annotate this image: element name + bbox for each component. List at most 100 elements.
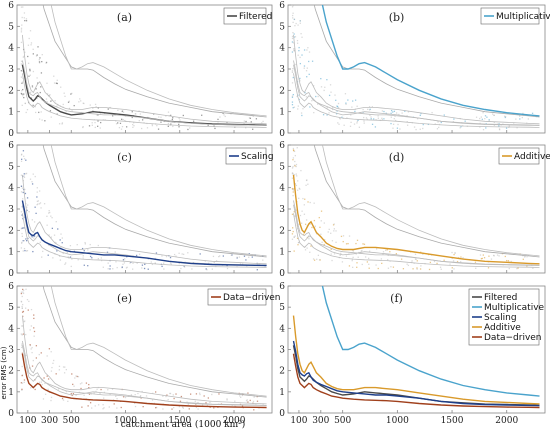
series-line-multiplicative xyxy=(321,286,540,397)
scatter-point xyxy=(21,388,23,390)
scatter-point xyxy=(21,305,23,308)
y-tick-label: 6 xyxy=(279,1,285,11)
panel-label: (a) xyxy=(117,11,132,24)
scatter-point xyxy=(245,120,247,123)
scatter-point xyxy=(292,191,294,193)
scatter-point xyxy=(393,110,396,113)
scatter-point xyxy=(50,396,53,399)
scatter-point xyxy=(155,407,157,409)
scatter-point xyxy=(238,256,241,258)
scatter-point xyxy=(28,37,30,40)
scatter-point xyxy=(35,88,37,90)
scatter-point xyxy=(354,110,356,113)
scatter-point xyxy=(323,243,325,246)
scatter-point xyxy=(256,400,259,402)
legend-label: Scaling xyxy=(241,152,274,162)
scatter-point xyxy=(39,190,41,192)
scatter-point xyxy=(21,389,23,391)
y-tick-label: 0 xyxy=(8,409,14,419)
scatter-point xyxy=(395,112,398,114)
scatter-point xyxy=(293,50,296,52)
scatter-point xyxy=(29,178,32,180)
scatter-point xyxy=(22,240,24,242)
series-line-datadriven xyxy=(293,213,540,268)
scatter-point xyxy=(61,237,63,239)
scatter-point xyxy=(297,108,299,110)
scatter-point xyxy=(155,252,158,254)
scatter-point xyxy=(39,202,42,204)
scatter-point xyxy=(451,267,453,269)
scatter-point xyxy=(141,267,143,269)
scatter-point xyxy=(132,268,134,270)
scatter-point xyxy=(301,114,303,117)
scatter-point xyxy=(20,227,23,230)
scatter-point xyxy=(53,359,55,362)
scatter-point xyxy=(24,102,26,104)
scatter-point xyxy=(38,111,40,114)
scatter-point xyxy=(390,266,392,268)
y-tick-label: 3 xyxy=(8,205,14,215)
scatter-point xyxy=(374,126,377,128)
scatter-point xyxy=(294,154,296,157)
scatter-point xyxy=(300,112,303,114)
scatter-point xyxy=(20,247,23,249)
scatter-point xyxy=(65,368,68,371)
scatter-point xyxy=(103,397,105,399)
scatter-point xyxy=(26,250,29,252)
scatter-point xyxy=(297,180,299,182)
scatter-point xyxy=(341,116,343,118)
scatter-point xyxy=(93,392,95,394)
scatter-point xyxy=(62,103,64,106)
scatter-point xyxy=(532,267,534,269)
scatter-point xyxy=(25,250,28,252)
scatter-point xyxy=(317,95,319,98)
scatter-point xyxy=(67,256,69,258)
y-tick-label: 2 xyxy=(8,226,14,236)
scatter-point xyxy=(21,136,22,137)
x-tick-label: 300 xyxy=(41,416,58,426)
scatter-point xyxy=(262,120,264,123)
scatter-point xyxy=(211,393,213,396)
scatter-point xyxy=(25,288,27,290)
scatter-point xyxy=(295,163,298,166)
scatter-point xyxy=(181,253,183,255)
scatter-point xyxy=(519,118,521,120)
scatter-point xyxy=(201,114,203,116)
scatter-point xyxy=(347,242,349,245)
panel-label: (b) xyxy=(389,11,405,24)
scatter-point xyxy=(416,118,419,120)
scatter-point xyxy=(31,85,34,87)
scatter-point xyxy=(99,392,101,395)
scatter-point xyxy=(135,113,137,115)
scatter-point xyxy=(122,263,124,265)
scatter-point xyxy=(321,241,323,243)
scatter-point xyxy=(181,406,184,408)
scatter-point xyxy=(332,224,335,226)
scatter-point xyxy=(97,404,100,406)
scatter-point xyxy=(59,239,61,241)
scatter-point xyxy=(22,6,24,8)
scatter-point xyxy=(310,245,312,247)
scatter-point xyxy=(21,325,24,327)
scatter-point xyxy=(75,394,77,396)
scatter-point xyxy=(507,260,510,262)
scatter-point xyxy=(297,94,299,96)
scatter-point xyxy=(21,343,23,345)
scatter-point xyxy=(52,362,54,364)
series-line-filtered xyxy=(293,64,540,126)
scatter-point xyxy=(369,250,371,252)
y-tick-label: 2 xyxy=(279,86,285,96)
scatter-point xyxy=(306,49,308,51)
scatter-point xyxy=(328,112,330,114)
scatter-point xyxy=(36,77,38,79)
y-tick-label: 5 xyxy=(8,22,14,32)
scatter-point xyxy=(243,255,246,257)
scatter-point xyxy=(21,241,23,244)
scatter-point xyxy=(95,390,97,393)
scatter-point xyxy=(496,254,499,256)
scatter-point xyxy=(209,401,211,404)
scatter-point xyxy=(353,123,356,125)
scatter-point xyxy=(239,263,242,265)
scatter-point xyxy=(479,117,481,120)
scatter-point xyxy=(97,114,99,116)
